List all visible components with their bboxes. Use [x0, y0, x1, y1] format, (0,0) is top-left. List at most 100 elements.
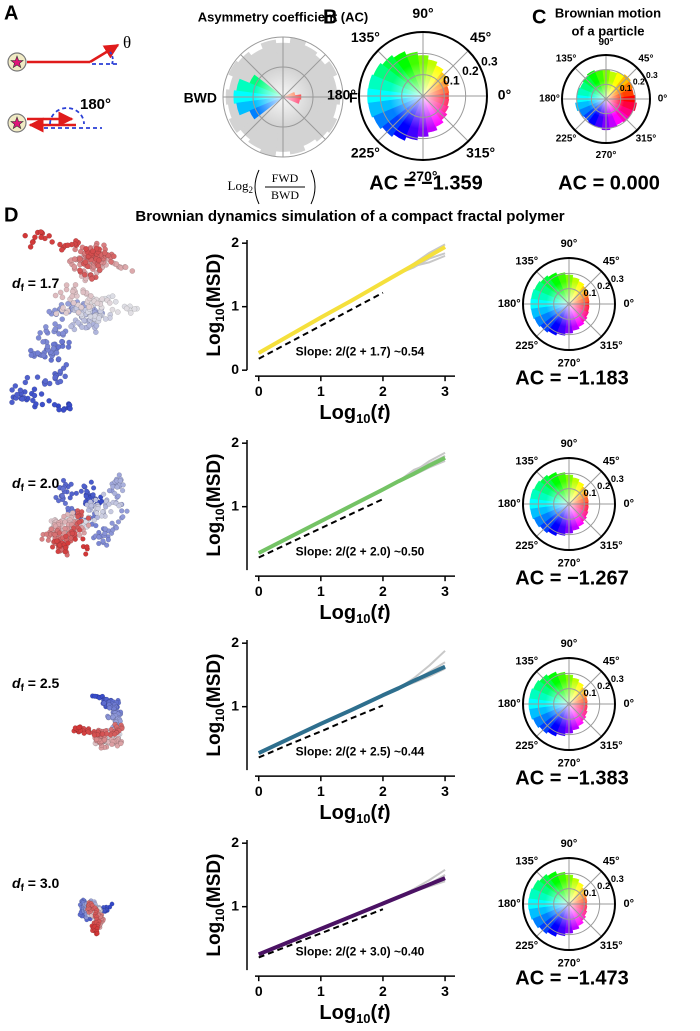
label-part: Log	[204, 722, 225, 757]
label-italic: t	[377, 1002, 385, 1024]
radial-tick-label: 0.2	[597, 481, 610, 491]
x-tick-label: 3	[441, 783, 449, 799]
monomer	[118, 740, 124, 747]
angle-tick-label: 270°	[558, 758, 581, 770]
series-line	[258, 704, 384, 759]
chart-title: Asymmetry coefficient (AC)	[198, 9, 369, 24]
monomer	[58, 247, 65, 253]
monomer	[81, 271, 88, 278]
label-subscript: 10	[213, 308, 227, 322]
y-axis-label: Log10(MSD)	[204, 254, 227, 357]
annotation: AC = −1.473	[515, 967, 628, 989]
annotation: AC = −1.383	[515, 767, 628, 789]
x-tick-label: 2	[379, 783, 387, 799]
monomer	[104, 542, 110, 548]
label-part: = 2.0	[24, 475, 60, 491]
monomer	[40, 352, 47, 359]
angle-tick-label: 0°	[498, 87, 511, 103]
x-tick-label: 0	[255, 383, 263, 399]
monomer	[106, 300, 113, 306]
monomer	[109, 293, 116, 299]
monomer	[19, 396, 26, 402]
monomer	[40, 339, 46, 345]
monomer	[106, 714, 112, 721]
monomer	[93, 497, 99, 503]
angle-tick-label: 270°	[596, 150, 617, 161]
monomer	[64, 242, 71, 249]
y-tick-label: 1	[231, 897, 239, 913]
monomer	[29, 239, 36, 246]
grid-spoke	[568, 503, 602, 537]
monomer	[52, 321, 58, 327]
polar-chart: Asymmetry coefficient (AC)BWDFWDLog2FWDB…	[184, 9, 381, 205]
label-part: )	[384, 802, 391, 824]
monomer	[53, 310, 60, 317]
y-tick-label: 0	[231, 361, 239, 377]
monomer	[55, 356, 62, 362]
angle-tick-label: 180°	[539, 94, 560, 105]
grid-spoke	[568, 903, 602, 937]
angle-tick-label: 45°	[603, 656, 620, 668]
monomer	[53, 494, 59, 501]
monomer	[99, 509, 106, 515]
monomer	[33, 401, 39, 407]
x-tick-label: 1	[317, 983, 325, 999]
y-tick-label: 2	[231, 434, 239, 450]
radial-tick-label: 0.3	[646, 70, 658, 80]
monomer	[49, 544, 56, 550]
label-part: Log	[204, 522, 225, 557]
monomer	[28, 352, 35, 358]
label-part: (MSD)	[204, 854, 225, 909]
monomer	[75, 319, 81, 326]
y-tick-label: 2	[231, 234, 239, 250]
monomer	[102, 250, 108, 256]
monomer	[31, 392, 38, 399]
monomer	[56, 530, 63, 536]
series-line	[257, 245, 447, 355]
paren	[310, 169, 316, 205]
monomer	[80, 289, 86, 296]
monomer	[60, 477, 67, 484]
series-label: df = 1.7	[12, 275, 60, 294]
label-subscript: 10	[356, 812, 370, 827]
angle-tick-label: 135°	[351, 29, 380, 45]
grid-spoke	[605, 67, 638, 100]
series-line	[257, 455, 446, 555]
formula-part: Log	[228, 178, 249, 193]
label-subscript: f	[21, 883, 25, 894]
angle-tick-label: 135°	[515, 656, 538, 668]
angle-tick-label: 180°	[498, 498, 521, 510]
monomer	[106, 488, 113, 494]
grid-spoke	[377, 50, 424, 97]
monomer	[53, 349, 60, 356]
monomer	[78, 304, 85, 311]
angle-tick-label: 0°	[623, 298, 634, 310]
series-label: df = 2.0	[12, 475, 60, 494]
angle-tick-label: 45°	[470, 29, 491, 45]
star	[10, 55, 24, 69]
monomer	[17, 387, 24, 394]
x-tick-label: 0	[255, 583, 263, 599]
monomer	[46, 233, 52, 239]
monomer	[112, 298, 119, 305]
monomer	[105, 537, 111, 543]
monomer	[99, 296, 105, 302]
monomer	[62, 525, 68, 532]
monomer	[69, 491, 75, 497]
monomer	[56, 406, 62, 413]
label-part: Log	[319, 1002, 356, 1024]
monomer	[63, 282, 70, 288]
monomer	[59, 316, 66, 322]
monomer	[127, 310, 134, 316]
x-tick-label: 0	[255, 983, 263, 999]
grid-spoke	[568, 703, 602, 737]
y-tick-label: 1	[231, 497, 239, 513]
polymer-image	[39, 472, 130, 558]
monomer	[59, 493, 66, 499]
monomer	[35, 335, 42, 341]
grid-spoke	[568, 671, 602, 705]
monomer	[45, 537, 51, 543]
